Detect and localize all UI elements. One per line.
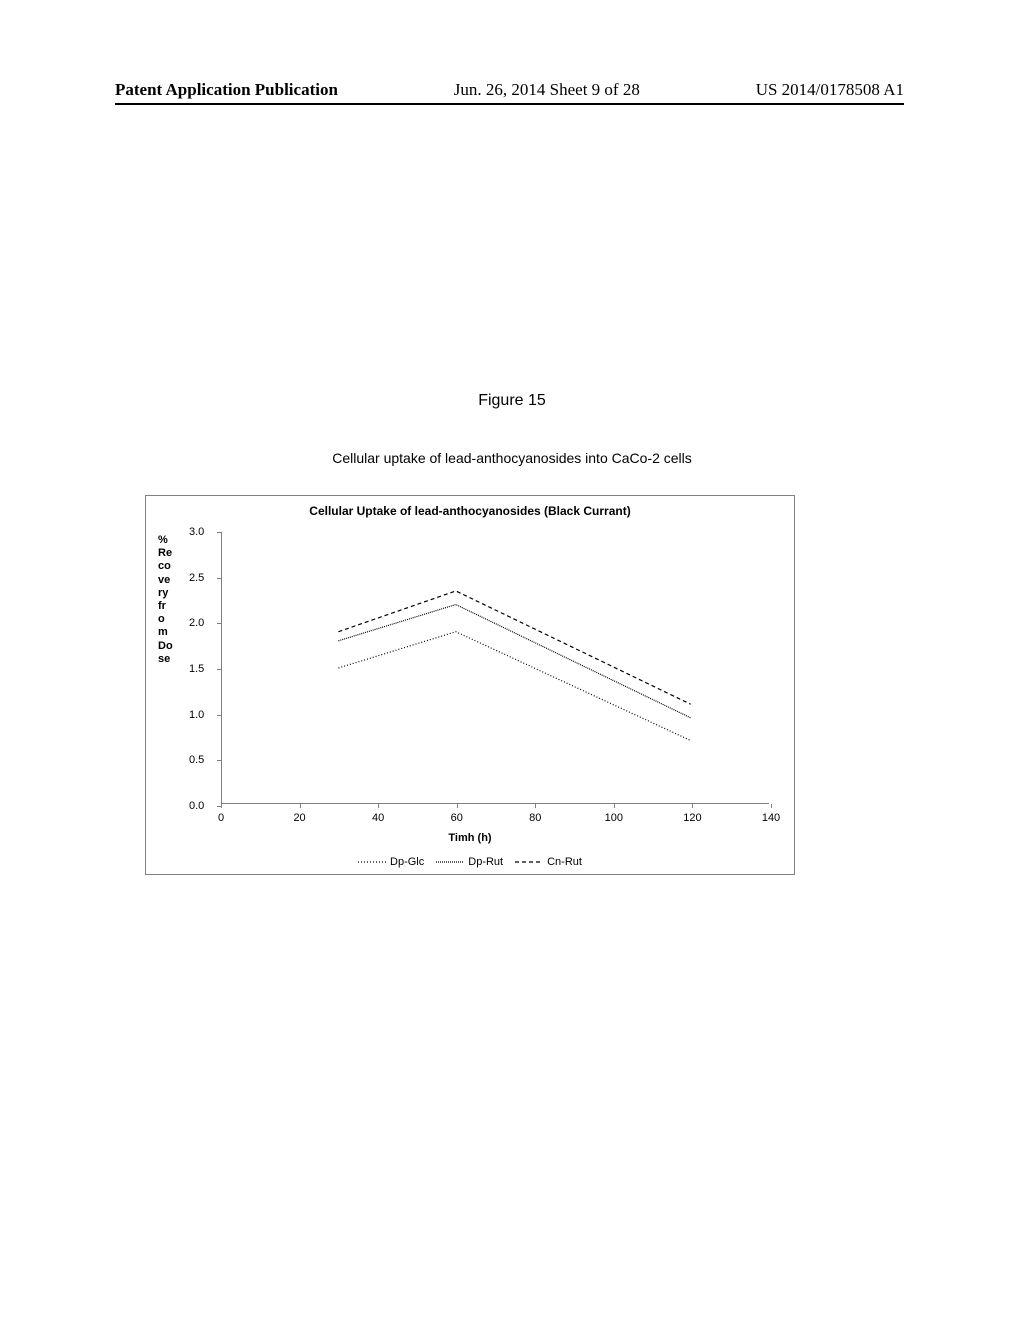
chart-title: Cellular Uptake of lead-anthocyanosides … [146, 496, 794, 524]
legend-swatch [515, 858, 543, 866]
x-axis-title: Timh (h) [146, 832, 794, 844]
y-tick-label: 0.5 [189, 754, 204, 766]
y-tick-label: 3.0 [189, 526, 204, 538]
y-tick-label: 0.0 [189, 800, 204, 812]
x-tick [535, 804, 536, 808]
chart-svg [221, 532, 769, 804]
x-tick [457, 804, 458, 808]
x-tick [300, 804, 301, 808]
y-tick-label: 1.0 [189, 709, 204, 721]
x-tick-label: 60 [451, 812, 463, 824]
legend-item: Dp-Glc [358, 856, 424, 868]
y-tick [217, 715, 221, 716]
y-tick [217, 669, 221, 670]
legend-swatch [358, 858, 386, 866]
x-tick-label: 140 [762, 812, 780, 824]
chart-container: Cellular Uptake of lead-anthocyanosides … [145, 495, 795, 875]
x-tick-label: 80 [529, 812, 541, 824]
y-tick [217, 623, 221, 624]
header-publication: Patent Application Publication [115, 80, 338, 100]
x-tick-label: 40 [372, 812, 384, 824]
y-tick [217, 760, 221, 761]
header-patent-number: US 2014/0178508 A1 [756, 80, 904, 100]
x-tick-label: 100 [605, 812, 623, 824]
y-tick [217, 578, 221, 579]
chart-legend: Dp-Glc Dp-Rut Cn-Rut [146, 856, 794, 868]
figure-caption: Cellular uptake of lead-anthocyanosides … [0, 450, 1024, 466]
x-tick [221, 804, 222, 808]
legend-label: Dp-Rut [468, 856, 503, 868]
header-date-sheet: Jun. 26, 2014 Sheet 9 of 28 [454, 80, 640, 100]
figure-label: Figure 15 [0, 392, 1024, 410]
y-tick-label: 2.5 [189, 572, 204, 584]
x-tick-label: 120 [683, 812, 701, 824]
y-tick-label: 2.0 [189, 617, 204, 629]
x-tick [614, 804, 615, 808]
legend-label: Dp-Glc [390, 856, 424, 868]
series-line-cn-rut [338, 591, 690, 704]
y-tick [217, 532, 221, 533]
header-divider [115, 103, 904, 105]
series-line-dp-rut [338, 605, 690, 718]
x-tick [378, 804, 379, 808]
page-header: Patent Application Publication Jun. 26, … [0, 80, 1024, 100]
x-tick-label: 0 [218, 812, 224, 824]
x-tick-label: 20 [293, 812, 305, 824]
y-tick-label: 1.5 [189, 663, 204, 675]
legend-item: Dp-Rut [436, 856, 503, 868]
x-tick [692, 804, 693, 808]
series-line-dp-glc [338, 632, 690, 741]
legend-swatch [436, 858, 464, 866]
y-axis-title: %RecoveryfromDose [158, 534, 173, 666]
legend-item: Cn-Rut [515, 856, 582, 868]
legend-label: Cn-Rut [547, 856, 582, 868]
x-tick [771, 804, 772, 808]
plot-area: 0.00.51.01.52.02.53.0020406080100120140 [221, 532, 769, 804]
